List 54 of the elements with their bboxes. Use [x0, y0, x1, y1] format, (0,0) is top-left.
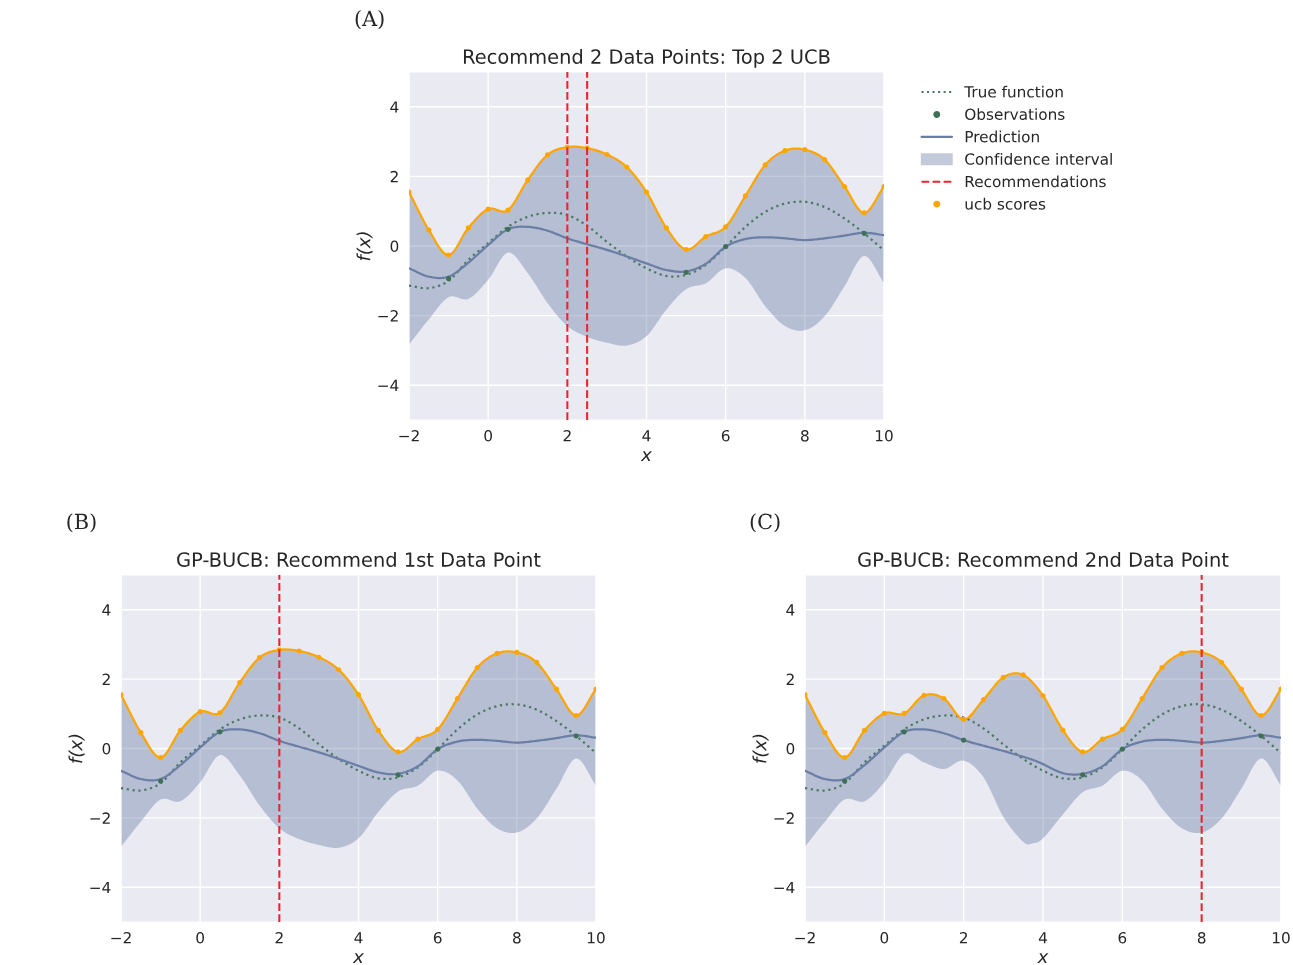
legend-label: Prediction	[965, 130, 1039, 143]
text: (A)	[355, 10, 384, 30]
text: (C)	[750, 513, 780, 533]
text: Recommendations	[965, 175, 1106, 188]
x-tick-label: 2	[959, 931, 967, 944]
x-axis-title: x	[640, 451, 652, 462]
chart-title: GP-BUCB: Recommend 2nd Data Point	[858, 551, 1229, 567]
y-tick-label: −4	[378, 379, 399, 391]
y-tick-label: −2	[378, 310, 398, 322]
x-tick-label: 10	[1272, 931, 1290, 944]
y-tick-label: −4	[90, 881, 111, 894]
x-tick-label: 4	[1038, 932, 1047, 944]
y-tick-label: 0	[390, 240, 399, 253]
y-tick-label: 0	[786, 742, 795, 755]
x-tick-label: 4	[642, 430, 651, 442]
y-tick-label: 4	[390, 101, 399, 113]
x-tick-label: 8	[801, 429, 809, 442]
x-tick-label: 6	[721, 429, 730, 442]
chart-title: Recommend 2 Data Points: Top 2 UCB	[463, 48, 830, 68]
x-tick-label: −2	[399, 429, 419, 442]
y-axis-title: f(x)	[752, 734, 769, 763]
chart-title: GP-BUCB: Recommend 1st Data Point	[177, 551, 541, 567]
y-tick-label: 2	[102, 673, 110, 685]
text: (B)	[67, 513, 96, 533]
x-axis-title: x	[1037, 953, 1049, 964]
text: Confidence interval	[965, 153, 1112, 165]
y-tick-label: 4	[786, 604, 795, 616]
x-tick-label: 0	[484, 429, 493, 442]
x-tick-label: 0	[880, 931, 889, 944]
x-tick-label: 6	[433, 931, 442, 944]
x-tick-label: −2	[111, 931, 131, 944]
y-axis-title: f(x)	[68, 734, 85, 763]
y-tick-label: −2	[90, 812, 110, 824]
y-tick-label: 4	[102, 604, 111, 616]
x-tick-label: 10	[875, 429, 893, 442]
legend-label: True function	[964, 85, 1063, 98]
legend-label: Observations	[965, 108, 1065, 120]
x-axis-title: x	[352, 953, 364, 964]
x-tick-label: −2	[795, 931, 815, 944]
x-tick-label: 0	[196, 931, 205, 944]
x-tick-label: 2	[563, 429, 571, 442]
x-tick-label: 8	[1197, 931, 1206, 944]
x-tick-label: 2	[275, 931, 283, 944]
y-tick-label: −2	[774, 812, 794, 824]
x-tick-label: 10	[587, 931, 605, 944]
y-tick-label: 0	[102, 742, 111, 755]
x-tick-label: 4	[354, 932, 363, 944]
legend-label: ucb scores	[965, 197, 1046, 210]
y-tick-label: 2	[390, 170, 398, 183]
x-tick-label: 6	[1118, 931, 1127, 944]
x-tick-label: 8	[513, 931, 521, 944]
y-tick-label: 2	[786, 673, 794, 685]
y-axis-title: f(x)	[356, 232, 373, 261]
y-tick-label: −4	[774, 881, 795, 894]
